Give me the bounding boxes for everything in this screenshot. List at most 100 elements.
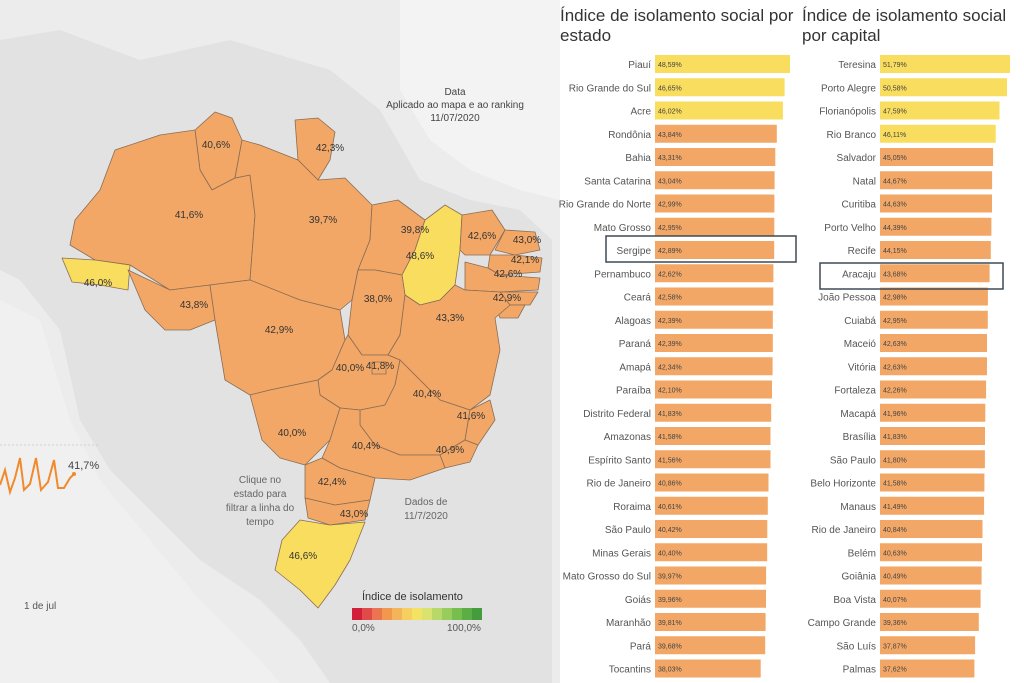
- bar[interactable]: [880, 473, 985, 492]
- state-distrito-federal: [371, 361, 387, 375]
- bar-value-label: 46,65%: [658, 85, 682, 92]
- bar[interactable]: [880, 101, 1000, 120]
- bar[interactable]: [880, 589, 981, 608]
- state-value-label: 42,6%: [493, 269, 523, 280]
- state-value-label: 39,8%: [400, 225, 430, 236]
- bar[interactable]: [655, 55, 790, 73]
- bar[interactable]: [880, 264, 990, 283]
- bar-category-label: Salvador: [837, 153, 877, 164]
- state-value-label: 42,9%: [264, 325, 294, 336]
- bar[interactable]: [880, 659, 975, 678]
- bar[interactable]: [655, 194, 775, 213]
- bar-category-label: Ceará: [624, 293, 652, 304]
- bar-category-label: Paraná: [619, 339, 652, 350]
- bar[interactable]: [655, 403, 772, 422]
- bar[interactable]: [880, 403, 986, 422]
- bar-value-label: 41,96%: [883, 411, 907, 418]
- bar[interactable]: [880, 566, 982, 585]
- bar[interactable]: [880, 427, 985, 445]
- bar[interactable]: [655, 450, 771, 469]
- ocean-area: [400, 0, 560, 200]
- bar[interactable]: [655, 171, 775, 190]
- bar-value-label: 43,68%: [883, 271, 907, 278]
- bar-category-label: Aracaju: [842, 269, 876, 280]
- bar[interactable]: [655, 427, 771, 445]
- bar[interactable]: [880, 171, 993, 190]
- bar[interactable]: [655, 380, 772, 399]
- bar-value-label: 44,67%: [883, 178, 907, 185]
- bar[interactable]: [655, 101, 783, 120]
- bar-value-label: 39,36%: [883, 620, 907, 627]
- bar-value-label: 42,58%: [658, 295, 682, 302]
- bar[interactable]: [655, 241, 775, 259]
- bar-category-label: Sergipe: [617, 246, 652, 257]
- bar[interactable]: [880, 380, 987, 399]
- brazil-map[interactable]: [0, 0, 560, 683]
- bar-value-label: 41,80%: [883, 457, 907, 464]
- bar[interactable]: [655, 78, 785, 97]
- line-value-label: 41,7%: [68, 460, 100, 472]
- bar[interactable]: [655, 334, 773, 352]
- bar[interactable]: [655, 636, 766, 655]
- date-filter[interactable]: Data Aplicado ao mapa e ao ranking 11/07…: [370, 86, 540, 125]
- bar[interactable]: [655, 566, 767, 585]
- bar-value-label: 43,04%: [658, 178, 682, 185]
- bar[interactable]: [655, 217, 775, 236]
- state-rio-grande-do-sul: [274, 519, 366, 609]
- bar[interactable]: [880, 520, 983, 538]
- bar-value-label: 46,02%: [658, 109, 682, 116]
- bar-value-label: 42,99%: [658, 202, 682, 209]
- bar[interactable]: [880, 287, 988, 306]
- bar[interactable]: [880, 148, 994, 166]
- bar-category-label: Acre: [630, 107, 651, 118]
- bar-category-label: Campo Grande: [808, 618, 877, 629]
- bar[interactable]: [655, 473, 769, 492]
- bar-value-label: 41,56%: [658, 457, 682, 464]
- bar[interactable]: [880, 241, 991, 259]
- bar-category-label: Pernambuco: [594, 269, 651, 280]
- ocean-area: [0, 300, 280, 683]
- bar[interactable]: [880, 357, 987, 376]
- state-rio-grande-do-norte: [494, 229, 541, 256]
- bar[interactable]: [880, 124, 996, 143]
- bar-value-label: 45,05%: [883, 155, 907, 162]
- bar[interactable]: [655, 310, 773, 329]
- bar[interactable]: [880, 496, 985, 515]
- bar-category-label: Natal: [853, 176, 876, 187]
- bar[interactable]: [880, 217, 992, 236]
- bar[interactable]: [655, 659, 761, 678]
- bar[interactable]: [880, 55, 1010, 73]
- bar[interactable]: [880, 194, 992, 213]
- bar[interactable]: [880, 613, 979, 631]
- bar-category-label: São Paulo: [605, 525, 652, 536]
- bar-category-label: Florianópolis: [819, 107, 876, 118]
- bar[interactable]: [655, 264, 774, 283]
- bar[interactable]: [655, 357, 773, 376]
- bar[interactable]: [655, 148, 776, 166]
- bar[interactable]: [880, 310, 988, 329]
- bar-category-label: Mato Grosso do Sul: [563, 572, 651, 583]
- bar[interactable]: [880, 334, 987, 352]
- state-bahia: [387, 284, 511, 411]
- state-value-label: 41,6%: [456, 411, 486, 422]
- bar[interactable]: [880, 636, 976, 655]
- bar-value-label: 40,61%: [658, 504, 682, 511]
- bar[interactable]: [655, 496, 768, 515]
- state-espirito-santo: [464, 399, 496, 446]
- bar[interactable]: [655, 520, 768, 538]
- bar[interactable]: [655, 613, 766, 631]
- bar-value-label: 39,97%: [658, 574, 682, 581]
- bar-category-label: Mato Grosso: [594, 223, 652, 234]
- bar[interactable]: [655, 543, 768, 562]
- date-subtitle: Aplicado ao mapa e ao ranking: [386, 100, 524, 111]
- date-title: Data: [444, 87, 466, 98]
- bar[interactable]: [880, 450, 985, 469]
- bar[interactable]: [655, 589, 766, 608]
- bar[interactable]: [880, 78, 1007, 97]
- bar[interactable]: [880, 543, 982, 562]
- bar-value-label: 39,96%: [658, 597, 682, 604]
- bar[interactable]: [655, 287, 774, 306]
- bar[interactable]: [655, 124, 777, 143]
- date-value: 11/07/2020: [430, 113, 480, 124]
- ranking-charts: Piauí 48,59% Rio Grande do Sul 46,65% Acre 46…: [559, 55, 1010, 678]
